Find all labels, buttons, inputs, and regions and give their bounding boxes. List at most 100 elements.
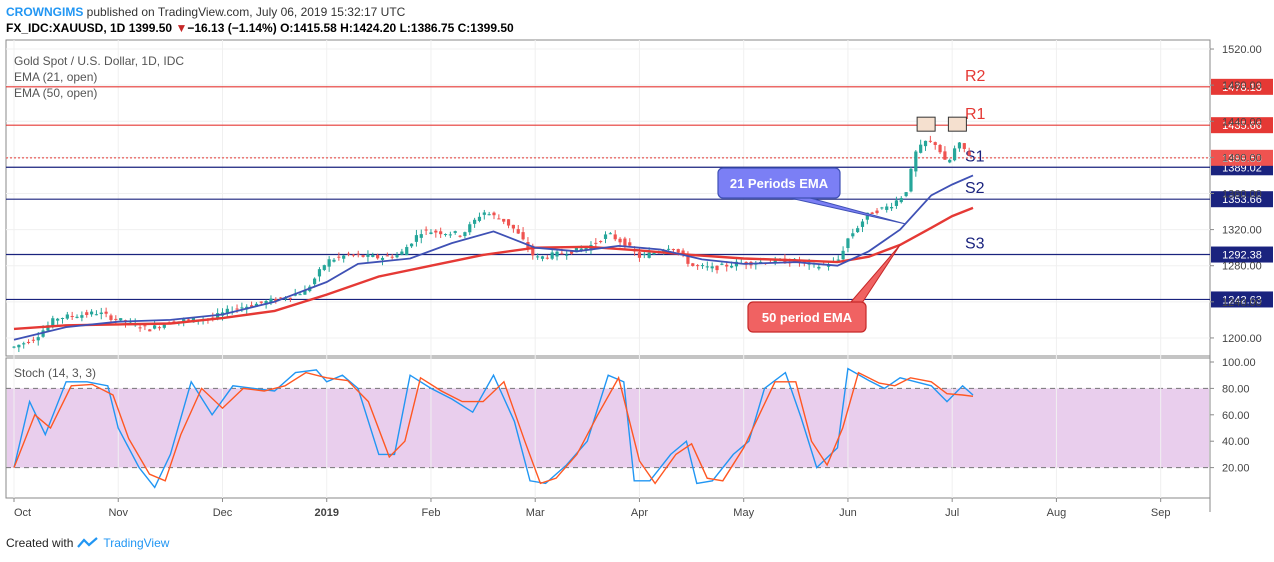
candle-body	[676, 249, 680, 253]
candle-body	[424, 229, 428, 231]
candle-body	[313, 278, 317, 285]
candle-body	[710, 266, 714, 269]
candle-body	[409, 243, 414, 247]
candle-body	[894, 200, 899, 206]
candle-body	[356, 253, 360, 255]
stoch-lines	[13, 367, 974, 489]
time-tick-label: Dec	[213, 507, 233, 519]
candle-body	[729, 265, 734, 268]
candle-body	[608, 233, 612, 235]
candle-body	[36, 337, 40, 341]
candle-body	[686, 256, 690, 264]
level-price-label: 1292.38	[1222, 250, 1262, 262]
price-tick-label: 1520.00	[1222, 44, 1262, 56]
candle-body	[254, 303, 259, 307]
candle-body	[536, 256, 540, 258]
candle-body	[700, 265, 705, 267]
candle-body	[468, 224, 472, 233]
ema21-line	[13, 174, 974, 341]
candle-body	[841, 250, 845, 260]
chart-header: CROWNGIMS published on TradingView.com, …	[6, 4, 514, 36]
candle-body	[623, 238, 627, 247]
candle-body	[104, 311, 108, 314]
candle-body	[599, 241, 603, 243]
candle-body	[613, 234, 617, 240]
candle-body	[439, 231, 443, 235]
candle-body	[51, 318, 55, 328]
level-badge	[1211, 191, 1273, 208]
candle-body	[385, 255, 389, 257]
stoch-tick-label: 60.00	[1222, 410, 1250, 422]
candle-body	[283, 298, 288, 300]
candle-body	[94, 314, 99, 316]
candle-body	[836, 259, 840, 261]
price-tick-label: 1280.00	[1222, 261, 1262, 273]
candle-body	[458, 235, 462, 237]
candle-body	[715, 265, 719, 271]
candle-body	[594, 242, 598, 244]
level-price-label: 1435.66	[1222, 120, 1262, 132]
candle-body	[928, 140, 932, 142]
candle-body	[603, 234, 608, 239]
publish-line: CROWNGIMS published on TradingView.com, …	[6, 4, 514, 20]
candle-body	[550, 252, 554, 259]
chart-legend: Gold Spot / U.S. Dollar, 1D, IDC EMA (21…	[14, 54, 184, 380]
author-name[interactable]: CROWNGIMS	[6, 5, 84, 19]
candle-body	[477, 216, 482, 221]
current-price: 1399.50	[128, 21, 173, 35]
tradingview-link[interactable]: TradingView	[103, 536, 170, 550]
ema50-callout-text: 50 period EMA	[762, 310, 853, 325]
candle-body	[332, 259, 336, 262]
candle-body	[371, 255, 375, 257]
publish-info: published on TradingView.com, July 06, 2…	[86, 5, 406, 19]
candle-body	[531, 245, 535, 256]
stoch-overbought-oversold-band	[7, 388, 1209, 468]
candle-body	[666, 248, 671, 250]
candle-body	[618, 238, 622, 243]
candle-body	[75, 316, 79, 318]
candle-body	[414, 235, 419, 242]
candle-body	[342, 255, 346, 259]
candle-body	[463, 232, 467, 237]
price-tick-label: 1400.00	[1222, 152, 1262, 164]
symbol-label: FX_IDC:XAUUSD, 1D	[6, 21, 126, 35]
candle-body	[642, 254, 646, 256]
level-name-S1: S1	[965, 148, 985, 165]
level-badge	[1211, 246, 1273, 263]
candle-body	[119, 318, 123, 321]
levels: 1478.13R21435.66R11389.02S11353.66S21292…	[6, 68, 1273, 308]
candle-body	[153, 325, 157, 329]
candle-body	[361, 255, 365, 257]
candle-body	[473, 219, 477, 224]
candle-body	[565, 254, 569, 256]
time-tick-label: Feb	[421, 507, 440, 519]
candle-body	[628, 242, 632, 246]
level-price-label: 1478.13	[1222, 82, 1262, 94]
candle-body	[681, 250, 685, 255]
candle-body	[497, 218, 501, 220]
price-tick-label: 1440.00	[1222, 116, 1262, 128]
candle-body	[298, 294, 302, 296]
candle-body	[264, 301, 268, 305]
candle-body	[521, 232, 525, 240]
level-name-R1: R1	[965, 106, 986, 123]
candle-body	[157, 327, 162, 329]
candle-body	[70, 316, 74, 318]
candle-body	[60, 318, 65, 320]
price-tick-label: 1480.00	[1222, 80, 1262, 92]
candle-body	[511, 224, 515, 229]
chart-canvas[interactable]: 1478.13R21435.66R11389.02S11353.66S21292…	[0, 0, 1274, 530]
ema-lines	[13, 174, 974, 341]
level-badge	[1211, 291, 1273, 308]
time-tick-label: Apr	[631, 507, 648, 519]
price-tick-label: 1240.00	[1222, 297, 1262, 309]
ema21-callout	[717, 167, 841, 199]
candle-body	[182, 319, 186, 322]
grid	[6, 40, 1210, 498]
candle-body	[962, 143, 966, 149]
candle-body	[574, 247, 579, 253]
candle-body	[351, 254, 355, 256]
candle-body	[865, 212, 869, 220]
candle-body	[540, 256, 545, 259]
time-tick-label: Jun	[839, 507, 857, 519]
